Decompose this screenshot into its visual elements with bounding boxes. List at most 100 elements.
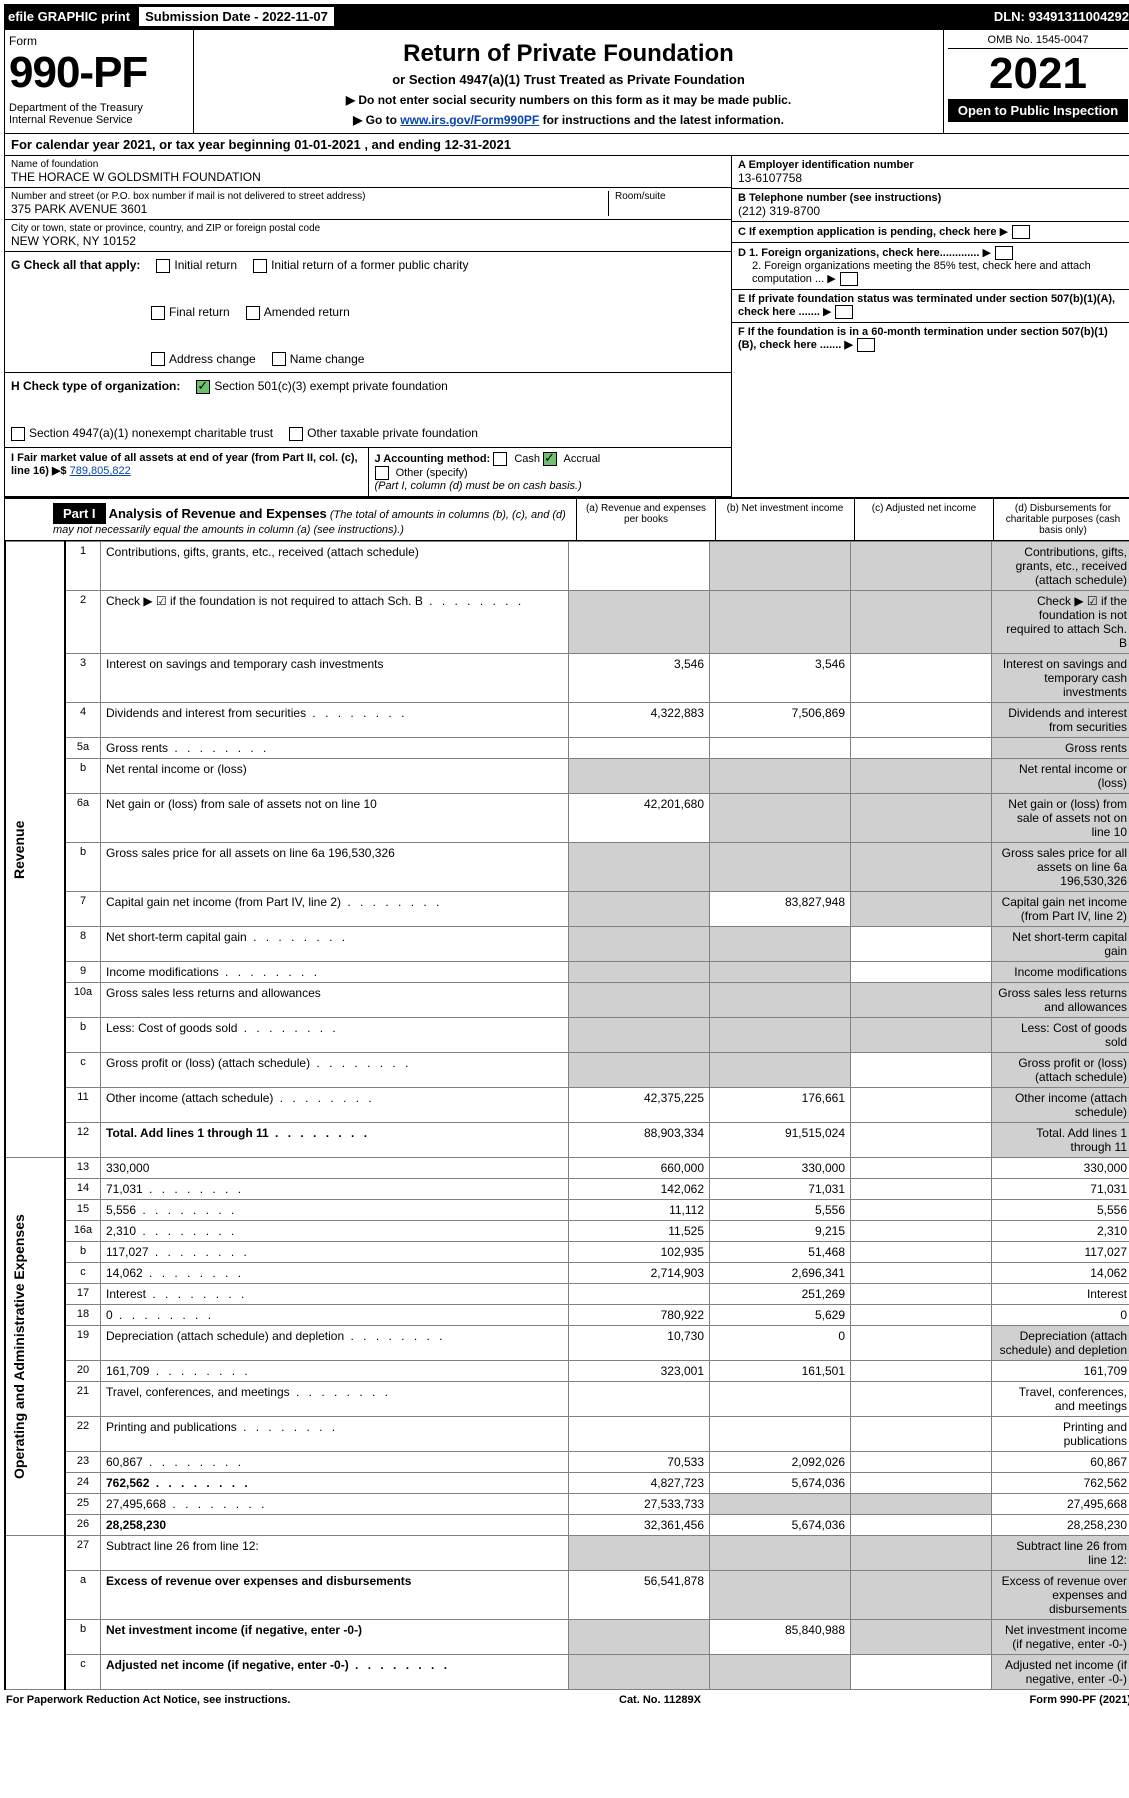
table-row: 16a2,31011,5259,2152,310 bbox=[5, 1221, 1129, 1242]
cell-b bbox=[710, 591, 851, 654]
ein-label: A Employer identification number bbox=[738, 159, 1126, 171]
table-row: 8Net short-term capital gainNet short-te… bbox=[5, 927, 1129, 962]
cell-a bbox=[569, 983, 710, 1018]
line-number: 1 bbox=[65, 542, 101, 591]
cell-b: 85,840,988 bbox=[710, 1620, 851, 1655]
cb-address-change[interactable] bbox=[151, 352, 165, 366]
table-row: 27Subtract line 26 from line 12:Subtract… bbox=[5, 1536, 1129, 1571]
table-row: Revenue1Contributions, gifts, grants, et… bbox=[5, 542, 1129, 591]
cell-a: 70,533 bbox=[569, 1452, 710, 1473]
h-label: H Check type of organization: bbox=[11, 379, 180, 394]
cell-c bbox=[851, 1417, 992, 1452]
line-desc: Net investment income (if negative, ente… bbox=[101, 1620, 569, 1655]
cell-a: 11,112 bbox=[569, 1200, 710, 1221]
line-desc: 71,031 bbox=[101, 1179, 569, 1200]
cell-c bbox=[851, 843, 992, 892]
instruction-2-pre: ▶ Go to bbox=[353, 113, 400, 127]
cell-b: 330,000 bbox=[710, 1158, 851, 1179]
cell-d: Check ▶ ☑ if the foundation is not requi… bbox=[992, 591, 1129, 654]
cell-c bbox=[851, 1179, 992, 1200]
cell-b bbox=[710, 794, 851, 843]
cell-b bbox=[710, 1536, 851, 1571]
line-desc: Excess of revenue over expenses and disb… bbox=[101, 1571, 569, 1620]
line-number: b bbox=[65, 759, 101, 794]
line-desc: Dividends and interest from securities bbox=[101, 703, 569, 738]
cb-501c3[interactable] bbox=[196, 380, 210, 394]
cell-c bbox=[851, 654, 992, 703]
cell-a: 42,201,680 bbox=[569, 794, 710, 843]
table-row: aExcess of revenue over expenses and dis… bbox=[5, 1571, 1129, 1620]
cell-a: 4,322,883 bbox=[569, 703, 710, 738]
cell-c bbox=[851, 1305, 992, 1326]
line-number: 11 bbox=[65, 1088, 101, 1123]
section-label: Operating and Administrative Expenses bbox=[5, 1158, 65, 1536]
part1-badge: Part I bbox=[53, 503, 106, 524]
cb-c[interactable] bbox=[1012, 225, 1030, 239]
table-row: 180780,9225,6290 bbox=[5, 1305, 1129, 1326]
table-row: 20161,709323,001161,501161,709 bbox=[5, 1361, 1129, 1382]
cb-other-method[interactable] bbox=[375, 466, 389, 480]
col-a-hdr: (a) Revenue and expenses per books bbox=[576, 499, 715, 540]
calendar-year-row: For calendar year 2021, or tax year begi… bbox=[4, 134, 1129, 156]
cb-accrual[interactable] bbox=[543, 452, 557, 466]
phone-label: B Telephone number (see instructions) bbox=[738, 192, 1126, 204]
line-number: 18 bbox=[65, 1305, 101, 1326]
line-number: 8 bbox=[65, 927, 101, 962]
i-label: I Fair market value of all assets at end… bbox=[11, 452, 358, 477]
cb-initial-return[interactable] bbox=[156, 259, 170, 273]
table-row: 12Total. Add lines 1 through 1188,903,33… bbox=[5, 1123, 1129, 1158]
cell-b: 2,696,341 bbox=[710, 1263, 851, 1284]
cell-b: 83,827,948 bbox=[710, 892, 851, 927]
cell-b: 3,546 bbox=[710, 654, 851, 703]
cell-d: Depreciation (attach schedule) and deple… bbox=[992, 1326, 1129, 1361]
cell-b bbox=[710, 843, 851, 892]
cell-c bbox=[851, 1452, 992, 1473]
line-desc: Travel, conferences, and meetings bbox=[101, 1382, 569, 1417]
cell-c bbox=[851, 1655, 992, 1690]
cb-name-change[interactable] bbox=[272, 352, 286, 366]
line-desc: Interest bbox=[101, 1284, 569, 1305]
cb-f[interactable] bbox=[857, 338, 875, 352]
cb-4947[interactable] bbox=[11, 427, 25, 441]
cell-b: 5,674,036 bbox=[710, 1515, 851, 1536]
line-desc: Gross sales price for all assets on line… bbox=[101, 843, 569, 892]
cell-d: 28,258,230 bbox=[992, 1515, 1129, 1536]
line-number: 2 bbox=[65, 591, 101, 654]
cb-final[interactable] bbox=[151, 306, 165, 320]
cb-initial-former[interactable] bbox=[253, 259, 267, 273]
room-label: Room/suite bbox=[615, 191, 725, 202]
cb-cash[interactable] bbox=[493, 452, 507, 466]
line-number: 6a bbox=[65, 794, 101, 843]
irs-link[interactable]: www.irs.gov/Form990PF bbox=[400, 113, 539, 127]
line-desc: Net gain or (loss) from sale of assets n… bbox=[101, 794, 569, 843]
cell-d: Dividends and interest from securities bbox=[992, 703, 1129, 738]
cell-d: Income modifications bbox=[992, 962, 1129, 983]
cell-c bbox=[851, 1200, 992, 1221]
cell-d: 60,867 bbox=[992, 1452, 1129, 1473]
footer-right: Form 990-PF (2021) bbox=[1030, 1694, 1129, 1706]
cb-d2[interactable] bbox=[840, 272, 858, 286]
cb-e[interactable] bbox=[835, 305, 853, 319]
fmv-value[interactable]: 789,805,822 bbox=[70, 465, 131, 477]
h-checks: H Check type of organization: Section 50… bbox=[5, 373, 731, 448]
cell-a bbox=[569, 843, 710, 892]
cb-other-taxable[interactable] bbox=[289, 427, 303, 441]
cell-d: 117,027 bbox=[992, 1242, 1129, 1263]
cell-a bbox=[569, 1382, 710, 1417]
line-number: a bbox=[65, 1571, 101, 1620]
cell-c bbox=[851, 1263, 992, 1284]
cell-a: 2,714,903 bbox=[569, 1263, 710, 1284]
table-row: 21Travel, conferences, and meetingsTrave… bbox=[5, 1382, 1129, 1417]
cell-a: 88,903,334 bbox=[569, 1123, 710, 1158]
cell-b bbox=[710, 1655, 851, 1690]
line-desc: Income modifications bbox=[101, 962, 569, 983]
line-desc: Gross sales less returns and allowances bbox=[101, 983, 569, 1018]
line-desc: 762,562 bbox=[101, 1473, 569, 1494]
cell-c bbox=[851, 1494, 992, 1515]
cell-b bbox=[710, 759, 851, 794]
cb-d1[interactable] bbox=[995, 246, 1013, 260]
cb-amended[interactable] bbox=[246, 306, 260, 320]
table-row: 4Dividends and interest from securities4… bbox=[5, 703, 1129, 738]
cell-b bbox=[710, 1571, 851, 1620]
table-row: cAdjusted net income (if negative, enter… bbox=[5, 1655, 1129, 1690]
